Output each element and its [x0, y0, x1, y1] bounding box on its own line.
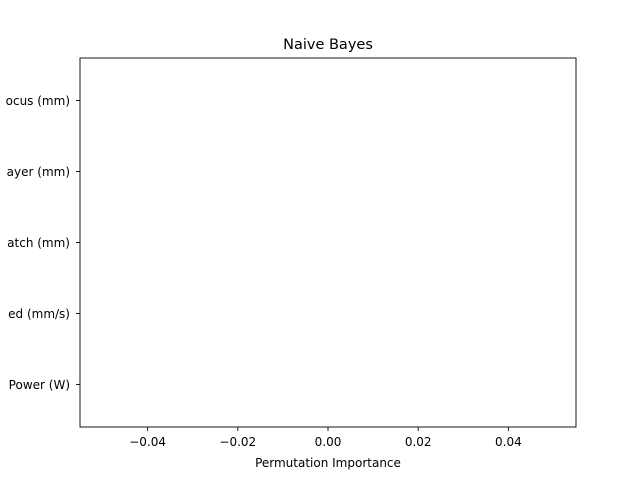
- x-axis-label: Permutation Importance: [255, 456, 401, 470]
- x-tick-label: 0.00: [315, 435, 342, 449]
- y-tick-label: Power (W): [9, 378, 70, 392]
- y-tick-label: ayer (mm): [7, 165, 70, 179]
- y-tick-label: ed (mm/s): [8, 307, 70, 321]
- y-axis: Power (W) ed (mm/s) atch (mm) ayer (mm) ocus…: [6, 94, 80, 392]
- x-tick-label: −0.02: [219, 435, 256, 449]
- x-tick-label: −0.04: [129, 435, 166, 449]
- x-tick-label: 0.04: [495, 435, 522, 449]
- y-tick-label: atch (mm): [7, 236, 70, 250]
- x-tick-label: 0.02: [405, 435, 432, 449]
- chart-title: Naive Bayes: [283, 37, 373, 53]
- x-axis: −0.04 −0.02 0.00 0.02 0.04: [129, 427, 522, 449]
- y-tick-label: ocus (mm): [6, 94, 70, 108]
